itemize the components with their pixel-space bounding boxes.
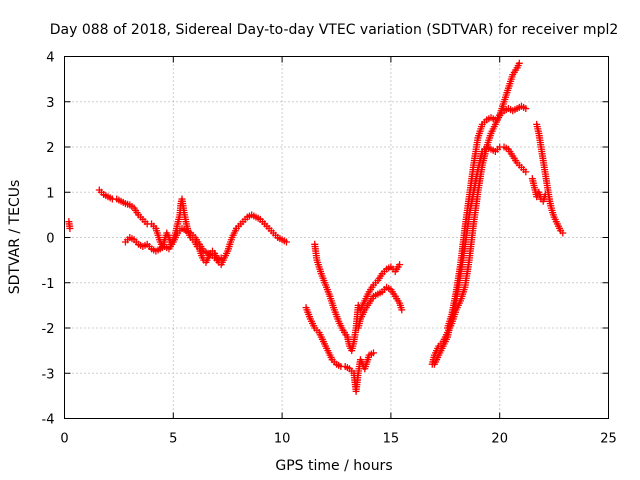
data-point [282, 238, 290, 246]
plot-frame [64, 56, 609, 419]
data-point [369, 349, 377, 357]
data-point [559, 229, 567, 237]
x-tick-label: 25 [600, 432, 617, 447]
y-tick-label: -2 [42, 322, 55, 337]
x-tick-label: 5 [169, 432, 177, 447]
axis-ticks: 0 5 10 15 20 25 -4 -3 -2 -1 0 1 2 3 4 [42, 51, 617, 447]
data-point [396, 261, 404, 269]
y-tick-label: 0 [46, 232, 54, 247]
data-point [66, 224, 74, 232]
x-tick-label: 10 [274, 432, 291, 447]
x-tick-label: 20 [491, 432, 508, 447]
y-tick-label: -3 [42, 367, 55, 382]
data-point [522, 105, 530, 113]
y-tick-label: 1 [46, 186, 54, 201]
y-tick-label: 3 [46, 96, 54, 111]
data-point [217, 254, 225, 262]
data-point [398, 306, 406, 314]
chart-title: Day 088 of 2018, Sidereal Day-to-day VTE… [50, 22, 619, 38]
x-tick-label: 15 [383, 432, 400, 447]
data-point [515, 59, 523, 67]
y-tick-label: 2 [46, 141, 54, 156]
data-point [522, 168, 530, 176]
x-tick-label: 0 [60, 432, 68, 447]
y-tick-label: -1 [42, 277, 55, 292]
y-axis-label: SDTVAR / TECUs [7, 180, 23, 295]
y-tick-label: -4 [42, 413, 55, 428]
y-tick-label: 4 [46, 51, 54, 66]
x-axis-label: GPS time / hours [275, 458, 392, 474]
data-points [65, 59, 567, 395]
